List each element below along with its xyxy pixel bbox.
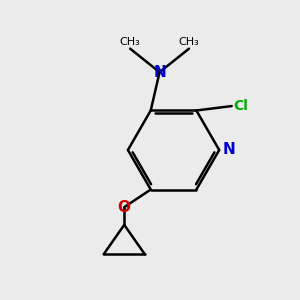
Text: N: N [153,65,166,80]
Text: Cl: Cl [233,99,248,113]
Text: CH₃: CH₃ [120,37,140,47]
Text: O: O [118,200,131,215]
Text: CH₃: CH₃ [178,37,200,47]
Text: N: N [223,142,236,158]
